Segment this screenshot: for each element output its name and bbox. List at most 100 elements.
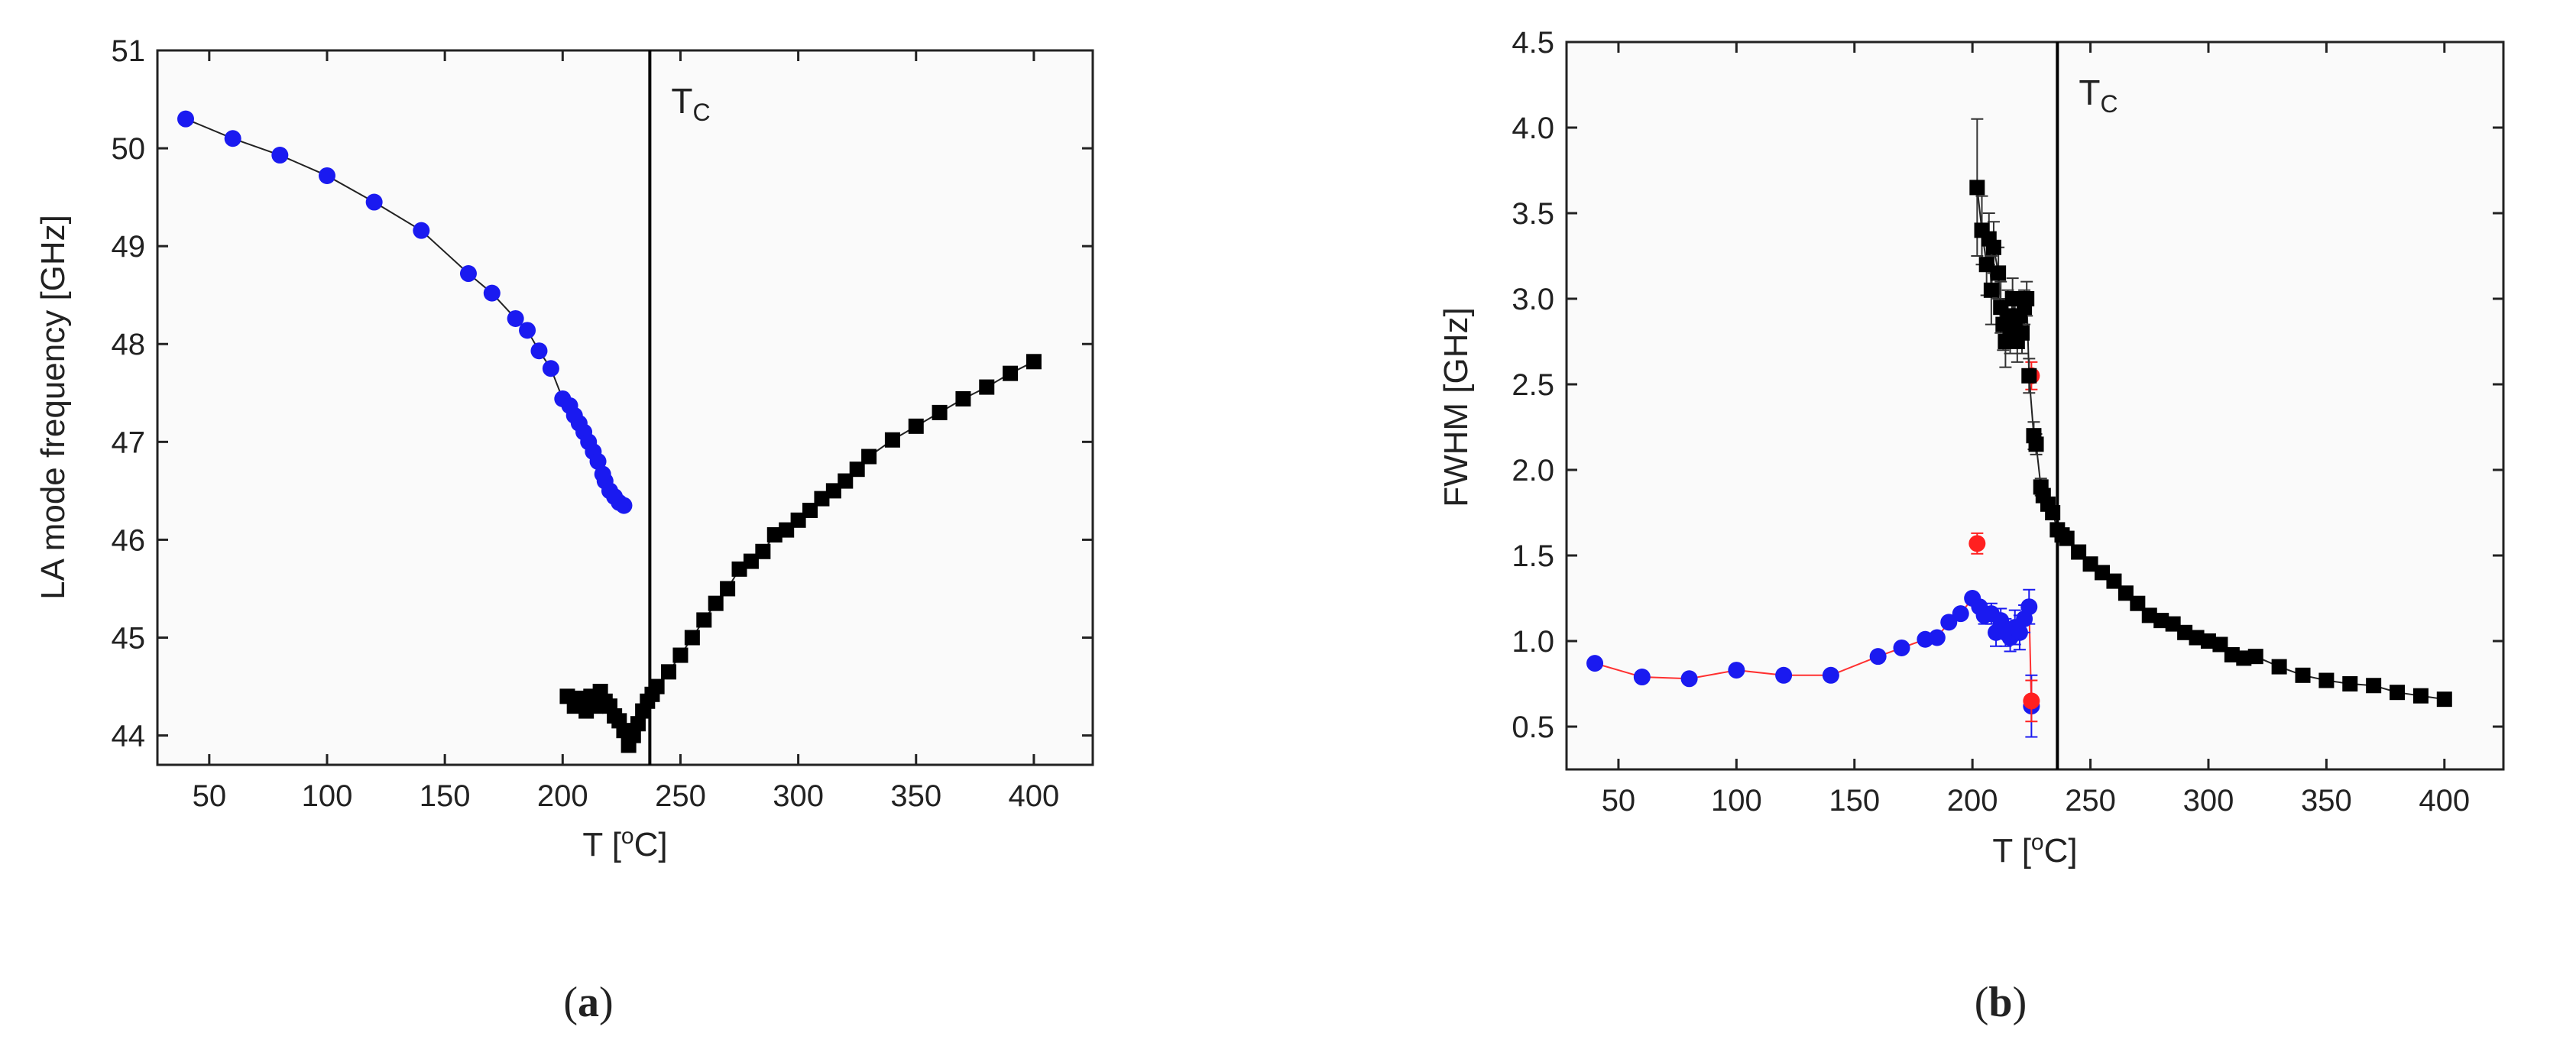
data-point-circle — [1586, 655, 1604, 672]
data-point-circle — [1869, 648, 1887, 666]
data-point-square — [814, 491, 830, 507]
plot-area-b — [1565, 40, 2505, 771]
data-point-square — [2212, 636, 2228, 653]
data-point-square — [932, 404, 948, 420]
data-point-square — [696, 612, 712, 628]
data-point-square — [908, 418, 924, 434]
data-point-square — [2412, 688, 2429, 704]
ticks-a: 50 100 150 200 250 300 350 400 44 45 46 47 48 49 50 51 — [112, 34, 1093, 813]
data-point-square — [2318, 672, 2335, 688]
y-tick-label: 3.5 — [1512, 197, 1554, 231]
data-point-square — [2224, 646, 2240, 662]
y-tick-label: 48 — [112, 328, 146, 361]
data-point-square — [979, 379, 995, 395]
x-tick-label: 400 — [2419, 784, 2470, 818]
data-point-square — [802, 502, 818, 518]
data-point-square — [2095, 565, 2111, 581]
panel-a: 50 100 150 200 250 300 350 4004445464748495051 … — [34, 34, 1094, 1026]
data-point-square — [2141, 607, 2157, 623]
data-point-square — [2021, 368, 2037, 384]
tc-label-b: TC — [2079, 73, 2118, 118]
y-tick-label: 2.0 — [1512, 454, 1554, 487]
x-tick-label: 250 — [2065, 784, 2116, 818]
data-point-square — [2106, 573, 2122, 589]
data-point-square — [2271, 659, 2287, 675]
data-point-circle — [1893, 639, 1910, 656]
data-point-circle — [1728, 662, 1745, 679]
x-axis-title-a: T [oC] — [582, 824, 667, 863]
data-point-square — [849, 461, 865, 478]
data-point-square — [1969, 180, 1985, 196]
data-point-square — [661, 664, 677, 680]
y-tick-label: 44 — [112, 720, 146, 753]
data-point-square — [2295, 667, 2311, 683]
data-point-square — [2130, 595, 2146, 611]
data-point-square — [2118, 585, 2134, 601]
data-point-square — [1983, 282, 1999, 298]
data-point-square — [684, 630, 700, 646]
data-point-square — [2059, 530, 2075, 546]
plot-area-a — [156, 49, 1094, 766]
data-point-circle — [519, 322, 536, 339]
data-point-square — [861, 449, 877, 465]
data-point-circle — [459, 265, 477, 283]
x-tick-label: 50 — [1602, 784, 1636, 818]
series-a — [177, 110, 1042, 753]
data-point-square — [955, 390, 971, 406]
data-point-circle — [530, 342, 548, 360]
data-point-square — [1985, 239, 2001, 255]
data-point-square — [2177, 624, 2193, 640]
data-point-circle — [318, 167, 335, 184]
data-point-square — [2236, 650, 2252, 666]
data-point-circle — [1633, 669, 1651, 686]
panel-b: 50 100 150 200 250 300 350 400 0.5 1.0 1.5 2.0 2.5 3.… — [1437, 26, 2505, 1026]
data-point-circle — [224, 130, 241, 147]
data-point-square — [2436, 691, 2452, 708]
x-tick-label: 150 — [420, 779, 471, 813]
data-point-square — [2189, 630, 2205, 646]
data-point-circle — [177, 110, 194, 128]
tc-label-a: TC — [671, 81, 710, 126]
y-tick-label: 1.0 — [1512, 625, 1554, 659]
data-point-circle — [483, 284, 501, 302]
data-point-square — [1978, 257, 1994, 273]
data-point-square — [766, 527, 783, 543]
panel-label-b: (b) — [1975, 979, 2027, 1026]
y-tick-label: 51 — [112, 34, 146, 68]
x-tick-label: 200 — [537, 779, 588, 813]
y-tick-label: 3.0 — [1512, 283, 1554, 316]
data-point-square — [2004, 291, 2020, 306]
data-point-square — [790, 512, 806, 528]
data-point-square — [2153, 613, 2169, 629]
data-point-circle — [1928, 629, 1946, 646]
data-point-square — [720, 581, 736, 597]
data-point-circle — [1775, 666, 1793, 684]
panel-label-a: (a) — [563, 979, 613, 1026]
data-point-square — [2247, 649, 2263, 665]
series-b — [1586, 118, 2452, 738]
y-tick-label: 47 — [112, 426, 146, 459]
data-point-square — [1003, 365, 1019, 381]
data-point-circle — [1680, 670, 1698, 688]
data-point-square — [2390, 685, 2406, 701]
data-point-circle — [615, 497, 633, 514]
data-point-square — [743, 553, 759, 569]
data-point-square — [2165, 616, 2181, 632]
x-tick-label: 350 — [890, 779, 941, 813]
x-tick-label: 250 — [655, 779, 706, 813]
data-point-square — [825, 483, 841, 499]
data-point-square — [649, 678, 665, 695]
y-axis-title-a: LA mode frequency [GHz] — [34, 215, 72, 600]
data-point-circle — [589, 452, 607, 470]
data-point-square — [2082, 556, 2098, 572]
data-point-circle — [2011, 623, 2028, 641]
x-tick-label: 350 — [2301, 784, 2352, 818]
data-point-square — [2014, 325, 2030, 341]
data-point-square — [2342, 676, 2358, 691]
x-tick-label: 300 — [773, 779, 824, 813]
y-tick-label: 49 — [112, 230, 146, 264]
data-point-square — [2071, 544, 2087, 560]
data-point-square — [731, 561, 747, 577]
x-tick-label: 400 — [1009, 779, 1060, 813]
data-point-circle — [2020, 598, 2038, 616]
